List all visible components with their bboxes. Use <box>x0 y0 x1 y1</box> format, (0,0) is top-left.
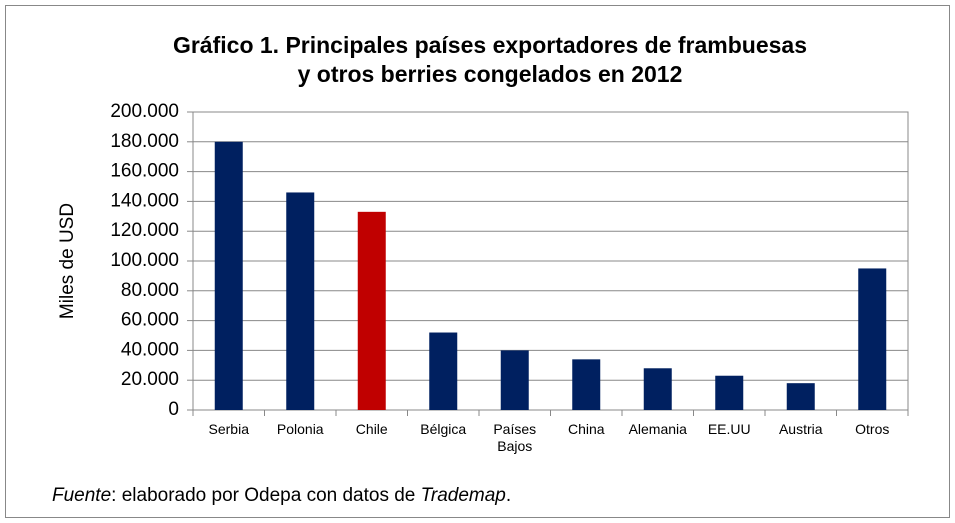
bar <box>214 141 243 411</box>
bar <box>786 383 815 410</box>
y-axis-label: Miles de USD <box>57 203 78 319</box>
y-tick-label: 200.000 <box>110 101 179 122</box>
x-tick-label: Polonia <box>276 421 324 437</box>
x-tick-label: Bélgica <box>420 421 467 437</box>
bar <box>715 375 744 410</box>
y-tick-label: 20.000 <box>121 369 179 390</box>
y-tick-label: 120.000 <box>110 220 179 241</box>
source-part: . <box>505 485 512 506</box>
x-tick-label: EE.UU <box>707 421 751 437</box>
source-part: : elaborado por Odepa con datos de <box>111 485 421 506</box>
y-tick-label: 140.000 <box>110 190 179 211</box>
bar <box>643 368 672 410</box>
x-tick-label: Otros <box>855 421 890 437</box>
x-tick-label: Alemania <box>628 421 687 437</box>
y-tick-label: 160.000 <box>110 161 179 182</box>
y-tick-label: 80.000 <box>121 280 179 301</box>
x-tick-label: Austria <box>778 421 823 437</box>
source-part: Trademap <box>420 485 506 506</box>
y-tick-label: 100.000 <box>110 250 179 271</box>
x-tick-label: Chile <box>355 421 388 437</box>
bar <box>572 359 601 410</box>
x-tick-label: Serbia <box>208 421 249 437</box>
x-tick-label: China <box>567 421 605 437</box>
y-tick-label: 60.000 <box>121 310 179 331</box>
y-tick-label: 180.000 <box>110 131 179 152</box>
source-note: Fuente: elaborado por Odepa con datos de… <box>52 485 511 507</box>
bar <box>286 192 315 410</box>
y-tick-label: 40.000 <box>121 339 179 360</box>
bar <box>357 211 386 410</box>
source-part: Fuente <box>52 485 112 506</box>
chart-title: y otros berries congelados en 2012 <box>298 61 683 87</box>
y-tick-label: 0 <box>168 399 179 420</box>
bar <box>500 350 529 410</box>
bar <box>858 268 887 410</box>
bar <box>429 332 458 410</box>
x-tick-label: Países Bajos <box>493 421 537 454</box>
chart-title: Gráfico 1. Principales países exportador… <box>173 32 807 58</box>
